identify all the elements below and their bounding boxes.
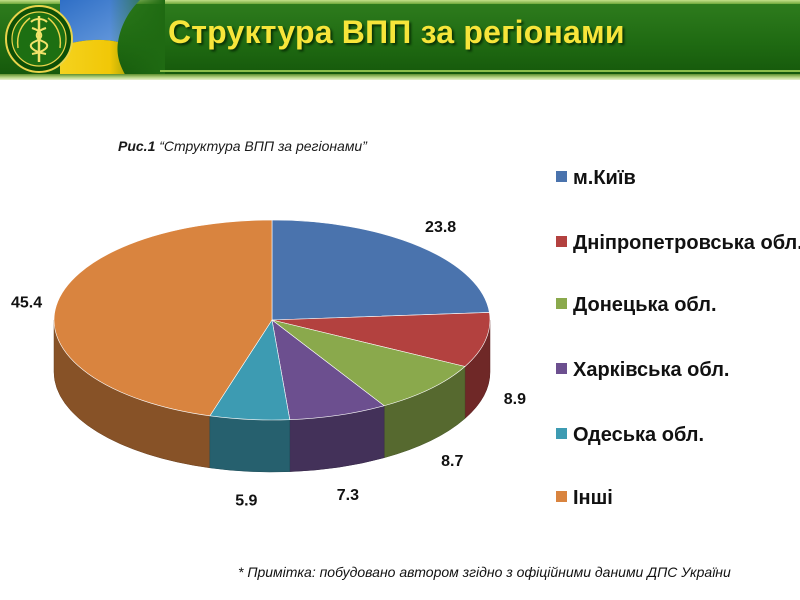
legend-item-1: м.Київ <box>556 163 800 193</box>
pie-chart: 23.8 8.9 8.7 7.3 5.9 45.4 <box>11 219 526 509</box>
legend-swatch-5 <box>556 428 567 439</box>
page-title: Структура ВПП за регіонами <box>168 14 625 50</box>
data-label-1: 23.8 <box>425 219 456 236</box>
banner-divider-line <box>160 70 800 72</box>
legend-swatch-6 <box>556 491 567 502</box>
tax-service-emblem-icon <box>5 5 73 73</box>
data-label-2: 8.9 <box>504 391 526 408</box>
figure-caption: Рис.1 “Структура ВПП за регіонами” <box>118 138 367 154</box>
ukraine-flag-graphic <box>60 0 165 76</box>
figure-caption-prefix: Рис.1 <box>118 138 156 154</box>
pie-slice-side-5 <box>209 415 291 473</box>
legend-label-3: Донецька обл. <box>573 294 717 316</box>
legend-label-4: Харківська обл. <box>573 359 730 381</box>
legend-swatch-4 <box>556 363 567 374</box>
source-note: * Примітка: побудовано автором згідно з … <box>238 564 731 580</box>
pie-slice-2 <box>271 312 491 367</box>
legend-label-5: Одеська обл. <box>573 424 705 446</box>
legend-label-2: Дніпропетровська обл. <box>573 232 800 254</box>
legend-swatch-2 <box>556 236 567 247</box>
pie-slice-3 <box>271 319 466 407</box>
data-label-3: 8.7 <box>441 453 463 470</box>
banner-top-stripe <box>0 0 800 4</box>
legend-swatch-3 <box>556 298 567 309</box>
legend-item-4: Харківська обл. <box>556 355 800 385</box>
legend-swatch-1 <box>556 171 567 182</box>
header-banner: Структура ВПП за регіонами <box>0 0 800 80</box>
legend-item-2: Дніпропетровська обл. <box>556 228 800 258</box>
data-label-5: 5.9 <box>235 492 257 509</box>
data-label-4: 7.3 <box>337 487 359 504</box>
legend-label-6: Інші <box>573 487 613 509</box>
legend-item-3: Донецька обл. <box>556 290 800 320</box>
banner-bottom-stripe <box>0 74 800 80</box>
legend-item-6: Інші <box>556 483 800 513</box>
pie-slice-4 <box>271 319 385 420</box>
pie-slice-1 <box>271 219 490 321</box>
figure-caption-text: “Структура ВПП за регіонами” <box>159 138 367 154</box>
legend-item-5: Одеська обл. <box>556 420 800 450</box>
pie-slice-6 <box>53 219 273 417</box>
data-label-6: 45.4 <box>11 295 42 312</box>
legend-label-1: м.Київ <box>573 167 636 189</box>
